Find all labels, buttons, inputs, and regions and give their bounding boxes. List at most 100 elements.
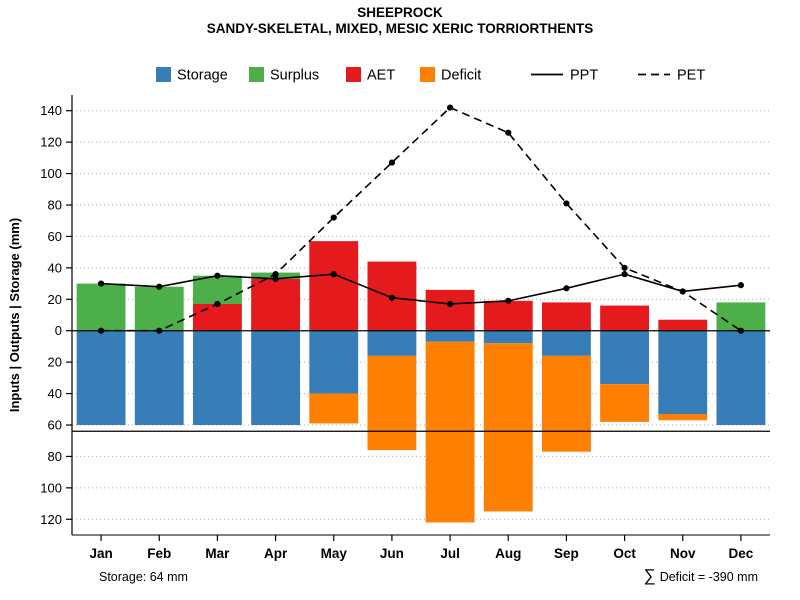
pet-line [101,106,742,332]
deficit-note: ∑ Deficit = -390 mm [644,566,758,585]
bar-storage-jan [76,330,126,425]
bar-storage-oct [600,330,650,385]
pet-point-feb [156,327,163,334]
pet-point-may [330,214,337,221]
y-tick-label: 20 [48,355,62,370]
bar-storage-nov [658,330,708,414]
ppt-point-dec [737,282,745,289]
bar-storage-jun [367,330,417,356]
bar-surplus-mar [192,275,242,304]
pet-point-nov [679,288,686,295]
bar-storage-sep [541,330,591,356]
bar-aet-may [309,241,359,331]
legend-swatch-surplus [249,67,264,82]
legend-label-ppt: PPT [570,68,598,84]
y-tick-label: 20 [48,292,62,307]
bar-deficit-oct [600,384,650,422]
x-tick-label-jun: Jun [380,546,404,561]
x-tick-label-apr: Apr [264,546,288,561]
pet-point-oct [621,264,628,271]
ppt-point-mar [214,272,221,279]
bar-storage-mar [192,330,242,425]
bar-surplus-feb [134,286,184,331]
legend-label-pet: PET [677,68,705,84]
ppt-point-may [330,271,337,278]
x-tick-label-dec: Dec [729,546,754,561]
bar-aet-sep [541,302,591,331]
y-tick-label: 60 [48,418,62,433]
sigma-symbol: ∑ [644,566,656,585]
pet-point-sep [563,200,570,207]
y-tick-label: 60 [48,229,62,244]
x-tick-label-oct: Oct [613,546,636,561]
ppt-point-sep [563,285,570,292]
storage-note: Storage: 64 mm [99,570,188,584]
bar-aet-aug [483,300,533,331]
bar-aet-oct [600,305,650,331]
y-tick-label: 40 [48,260,62,275]
bar-deficit-nov [658,414,708,421]
bar-storage-may [309,330,359,394]
chart-title: SHEEPROCK [357,5,443,20]
y-tick-label: 100 [40,166,62,181]
pet-point-jul [446,104,454,111]
bar-deficit-sep [541,355,591,452]
x-tick-label-feb: Feb [147,546,171,561]
bar-storage-aug [483,330,533,344]
ppt-point-aug [505,297,512,304]
x-tick-label-jan: Jan [89,546,112,561]
legend-label-deficit: Deficit [441,68,481,84]
pet-point-mar [214,300,221,308]
x-tick-label-mar: Mar [205,546,230,561]
y-tick-label: 0 [55,323,62,338]
bar-storage-apr [251,330,301,425]
bar-aet-nov [658,319,708,331]
y-axis-label: Inputs | Outputs | Storage (mm) [7,218,22,412]
legend-label-surplus: Surplus [270,68,319,84]
deficit-note-text: Deficit = -390 mm [660,570,758,584]
ppt-point-jan [97,280,105,287]
legend-label-storage: Storage [177,68,228,84]
y-tick-label: 80 [48,449,62,464]
plot-area: 140 120 100 80 60 40 20 0 20 40 60 80 100 120 Jan Feb Ma… [40,67,770,561]
bar-aet-jul [425,289,475,331]
ppt-point-apr [272,275,279,282]
y-tick-label: 100 [40,480,62,495]
y-tick-label: 120 [40,512,62,527]
ppt-line [101,273,742,305]
x-tick-label-jul: Jul [440,546,460,561]
ppt-point-jul [446,300,454,308]
ppt-point-oct [621,271,628,278]
bar-aet-apr [251,278,301,331]
bar-deficit-may [309,393,359,424]
y-tick-label: 40 [48,386,62,401]
y-tick-label: 140 [40,103,62,118]
legend-swatch-deficit [420,67,435,82]
bar-storage-jul [425,330,475,342]
bar-aet-mar [192,304,242,331]
x-tick-label-nov: Nov [670,546,696,561]
bar-deficit-jun [367,355,417,451]
ppt-point-feb [156,283,163,290]
pet-point-dec [737,327,745,334]
bar-surplus-dec [716,302,766,331]
y-tick-label: 80 [48,198,62,213]
x-tick-label-may: May [321,546,348,561]
pet-point-jan [97,327,105,334]
x-tick-label-aug: Aug [495,546,521,561]
bar-deficit-jul [425,341,475,523]
bar-storage-dec [716,330,766,425]
chart-subtitle: SANDY-SKELETAL, MIXED, MESIC XERIC TORRI… [207,21,594,36]
ppt-point-jun [388,294,396,301]
legend-label-aet: AET [367,68,395,84]
legend-swatch-aet [346,67,361,82]
legend-swatch-storage [156,67,171,82]
x-tick-label-sep: Sep [554,546,579,561]
pet-point-apr [272,271,279,278]
pet-point-aug [505,129,512,136]
pet-point-jun [388,159,396,166]
bar-surplus-jan [76,283,126,331]
y-tick-label: 120 [40,135,62,150]
bar-storage-feb [134,330,184,425]
